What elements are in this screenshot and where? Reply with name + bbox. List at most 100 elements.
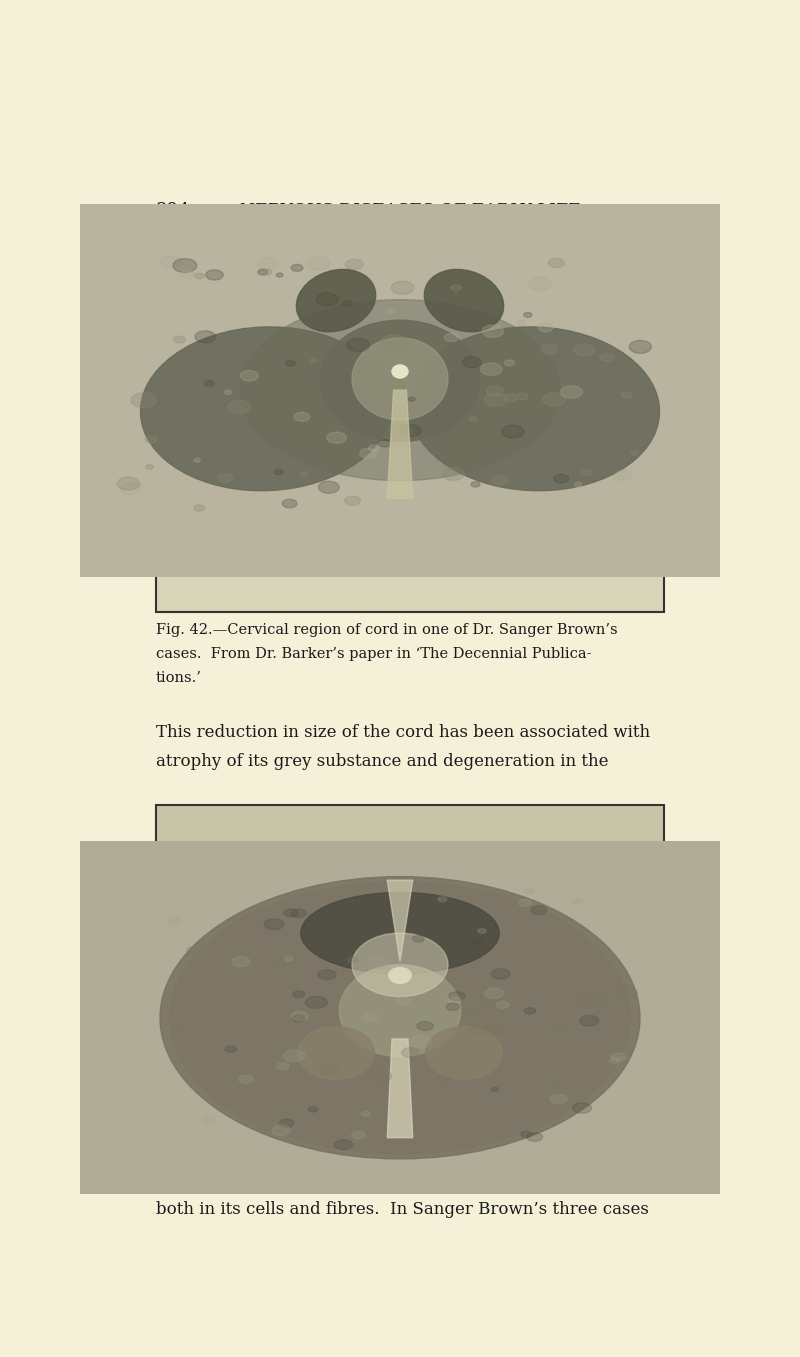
Circle shape xyxy=(573,1103,592,1113)
Circle shape xyxy=(518,900,531,906)
Ellipse shape xyxy=(424,270,504,331)
Circle shape xyxy=(622,392,632,398)
Circle shape xyxy=(362,1014,378,1022)
Circle shape xyxy=(521,1132,532,1137)
Text: This reduction in size of the cord has been associated with: This reduction in size of the cord has b… xyxy=(156,723,650,741)
Circle shape xyxy=(286,982,299,989)
Circle shape xyxy=(391,281,414,294)
Circle shape xyxy=(121,483,142,494)
Circle shape xyxy=(310,358,317,362)
Circle shape xyxy=(386,309,394,313)
Circle shape xyxy=(173,259,197,273)
Circle shape xyxy=(369,445,379,452)
Circle shape xyxy=(264,919,284,930)
Circle shape xyxy=(543,392,566,406)
Circle shape xyxy=(186,947,199,954)
Text: both in its cells and fibres.  In Sanger Brown’s three cases: both in its cells and fibres. In Sanger … xyxy=(156,1201,649,1219)
Ellipse shape xyxy=(389,968,411,984)
Circle shape xyxy=(346,259,363,270)
Circle shape xyxy=(413,935,424,942)
Circle shape xyxy=(284,909,298,917)
Circle shape xyxy=(327,432,346,444)
Circle shape xyxy=(308,1107,318,1113)
Circle shape xyxy=(486,385,503,396)
Circle shape xyxy=(492,475,508,484)
Circle shape xyxy=(195,331,216,343)
Ellipse shape xyxy=(141,327,390,491)
Circle shape xyxy=(285,957,293,961)
Ellipse shape xyxy=(170,882,630,1153)
Circle shape xyxy=(395,997,410,1006)
Circle shape xyxy=(478,928,486,934)
Circle shape xyxy=(334,1140,353,1149)
Circle shape xyxy=(477,995,496,1004)
Circle shape xyxy=(491,969,510,980)
Circle shape xyxy=(504,394,518,402)
Circle shape xyxy=(481,362,502,376)
Circle shape xyxy=(205,380,214,385)
Circle shape xyxy=(554,475,569,483)
Circle shape xyxy=(181,270,195,278)
Circle shape xyxy=(293,1015,305,1022)
Circle shape xyxy=(342,300,352,307)
Circle shape xyxy=(573,898,583,904)
Ellipse shape xyxy=(320,320,480,441)
Circle shape xyxy=(174,337,186,343)
Circle shape xyxy=(378,440,391,446)
Circle shape xyxy=(444,334,458,342)
Text: 394: 394 xyxy=(156,201,190,220)
Text: NERVOUS DISEASES OF EARLY LIFE: NERVOUS DISEASES OF EARLY LIFE xyxy=(239,201,581,218)
Circle shape xyxy=(408,398,415,402)
Circle shape xyxy=(362,1111,370,1115)
Ellipse shape xyxy=(352,338,448,421)
Circle shape xyxy=(599,997,611,1004)
Text: Fig. 43.—Dorsal region in same case.: Fig. 43.—Dorsal region in same case. xyxy=(271,1103,549,1117)
Circle shape xyxy=(528,277,552,290)
Ellipse shape xyxy=(298,1026,374,1080)
Circle shape xyxy=(347,957,358,962)
Circle shape xyxy=(274,959,286,966)
Circle shape xyxy=(381,335,406,349)
Circle shape xyxy=(556,1026,568,1031)
Circle shape xyxy=(131,392,157,407)
Circle shape xyxy=(345,497,361,505)
Circle shape xyxy=(274,470,283,475)
Circle shape xyxy=(318,970,336,980)
Ellipse shape xyxy=(410,327,659,491)
Ellipse shape xyxy=(339,965,461,1057)
Circle shape xyxy=(516,394,528,400)
Circle shape xyxy=(473,938,483,944)
Circle shape xyxy=(276,273,283,277)
Text: in the connections between the organ and the spinal cord: in the connections between the organ and… xyxy=(156,240,642,258)
Circle shape xyxy=(258,258,279,270)
Text: form bodies.  The column of Clarke has also been altered: form bodies. The column of Clarke has al… xyxy=(156,1172,638,1189)
Circle shape xyxy=(451,285,461,290)
Circle shape xyxy=(410,1035,432,1048)
Circle shape xyxy=(541,345,558,354)
Circle shape xyxy=(470,1027,486,1035)
Circle shape xyxy=(483,1025,504,1035)
Circle shape xyxy=(194,505,205,512)
Circle shape xyxy=(118,478,140,490)
Circle shape xyxy=(277,1063,290,1069)
Ellipse shape xyxy=(240,300,560,480)
Circle shape xyxy=(261,269,272,275)
Circle shape xyxy=(462,357,481,368)
Circle shape xyxy=(291,265,303,271)
Ellipse shape xyxy=(392,365,408,379)
Circle shape xyxy=(372,364,382,369)
Circle shape xyxy=(449,992,465,1000)
Circle shape xyxy=(291,1011,308,1020)
Circle shape xyxy=(306,996,327,1008)
Circle shape xyxy=(194,273,204,278)
Circle shape xyxy=(218,474,233,483)
Circle shape xyxy=(451,997,462,1003)
Circle shape xyxy=(417,1022,433,1030)
Circle shape xyxy=(367,957,390,969)
Circle shape xyxy=(294,413,310,421)
Circle shape xyxy=(580,1015,599,1026)
Circle shape xyxy=(552,1080,560,1086)
Circle shape xyxy=(446,1003,459,1011)
Circle shape xyxy=(174,1027,184,1033)
Circle shape xyxy=(617,987,638,999)
